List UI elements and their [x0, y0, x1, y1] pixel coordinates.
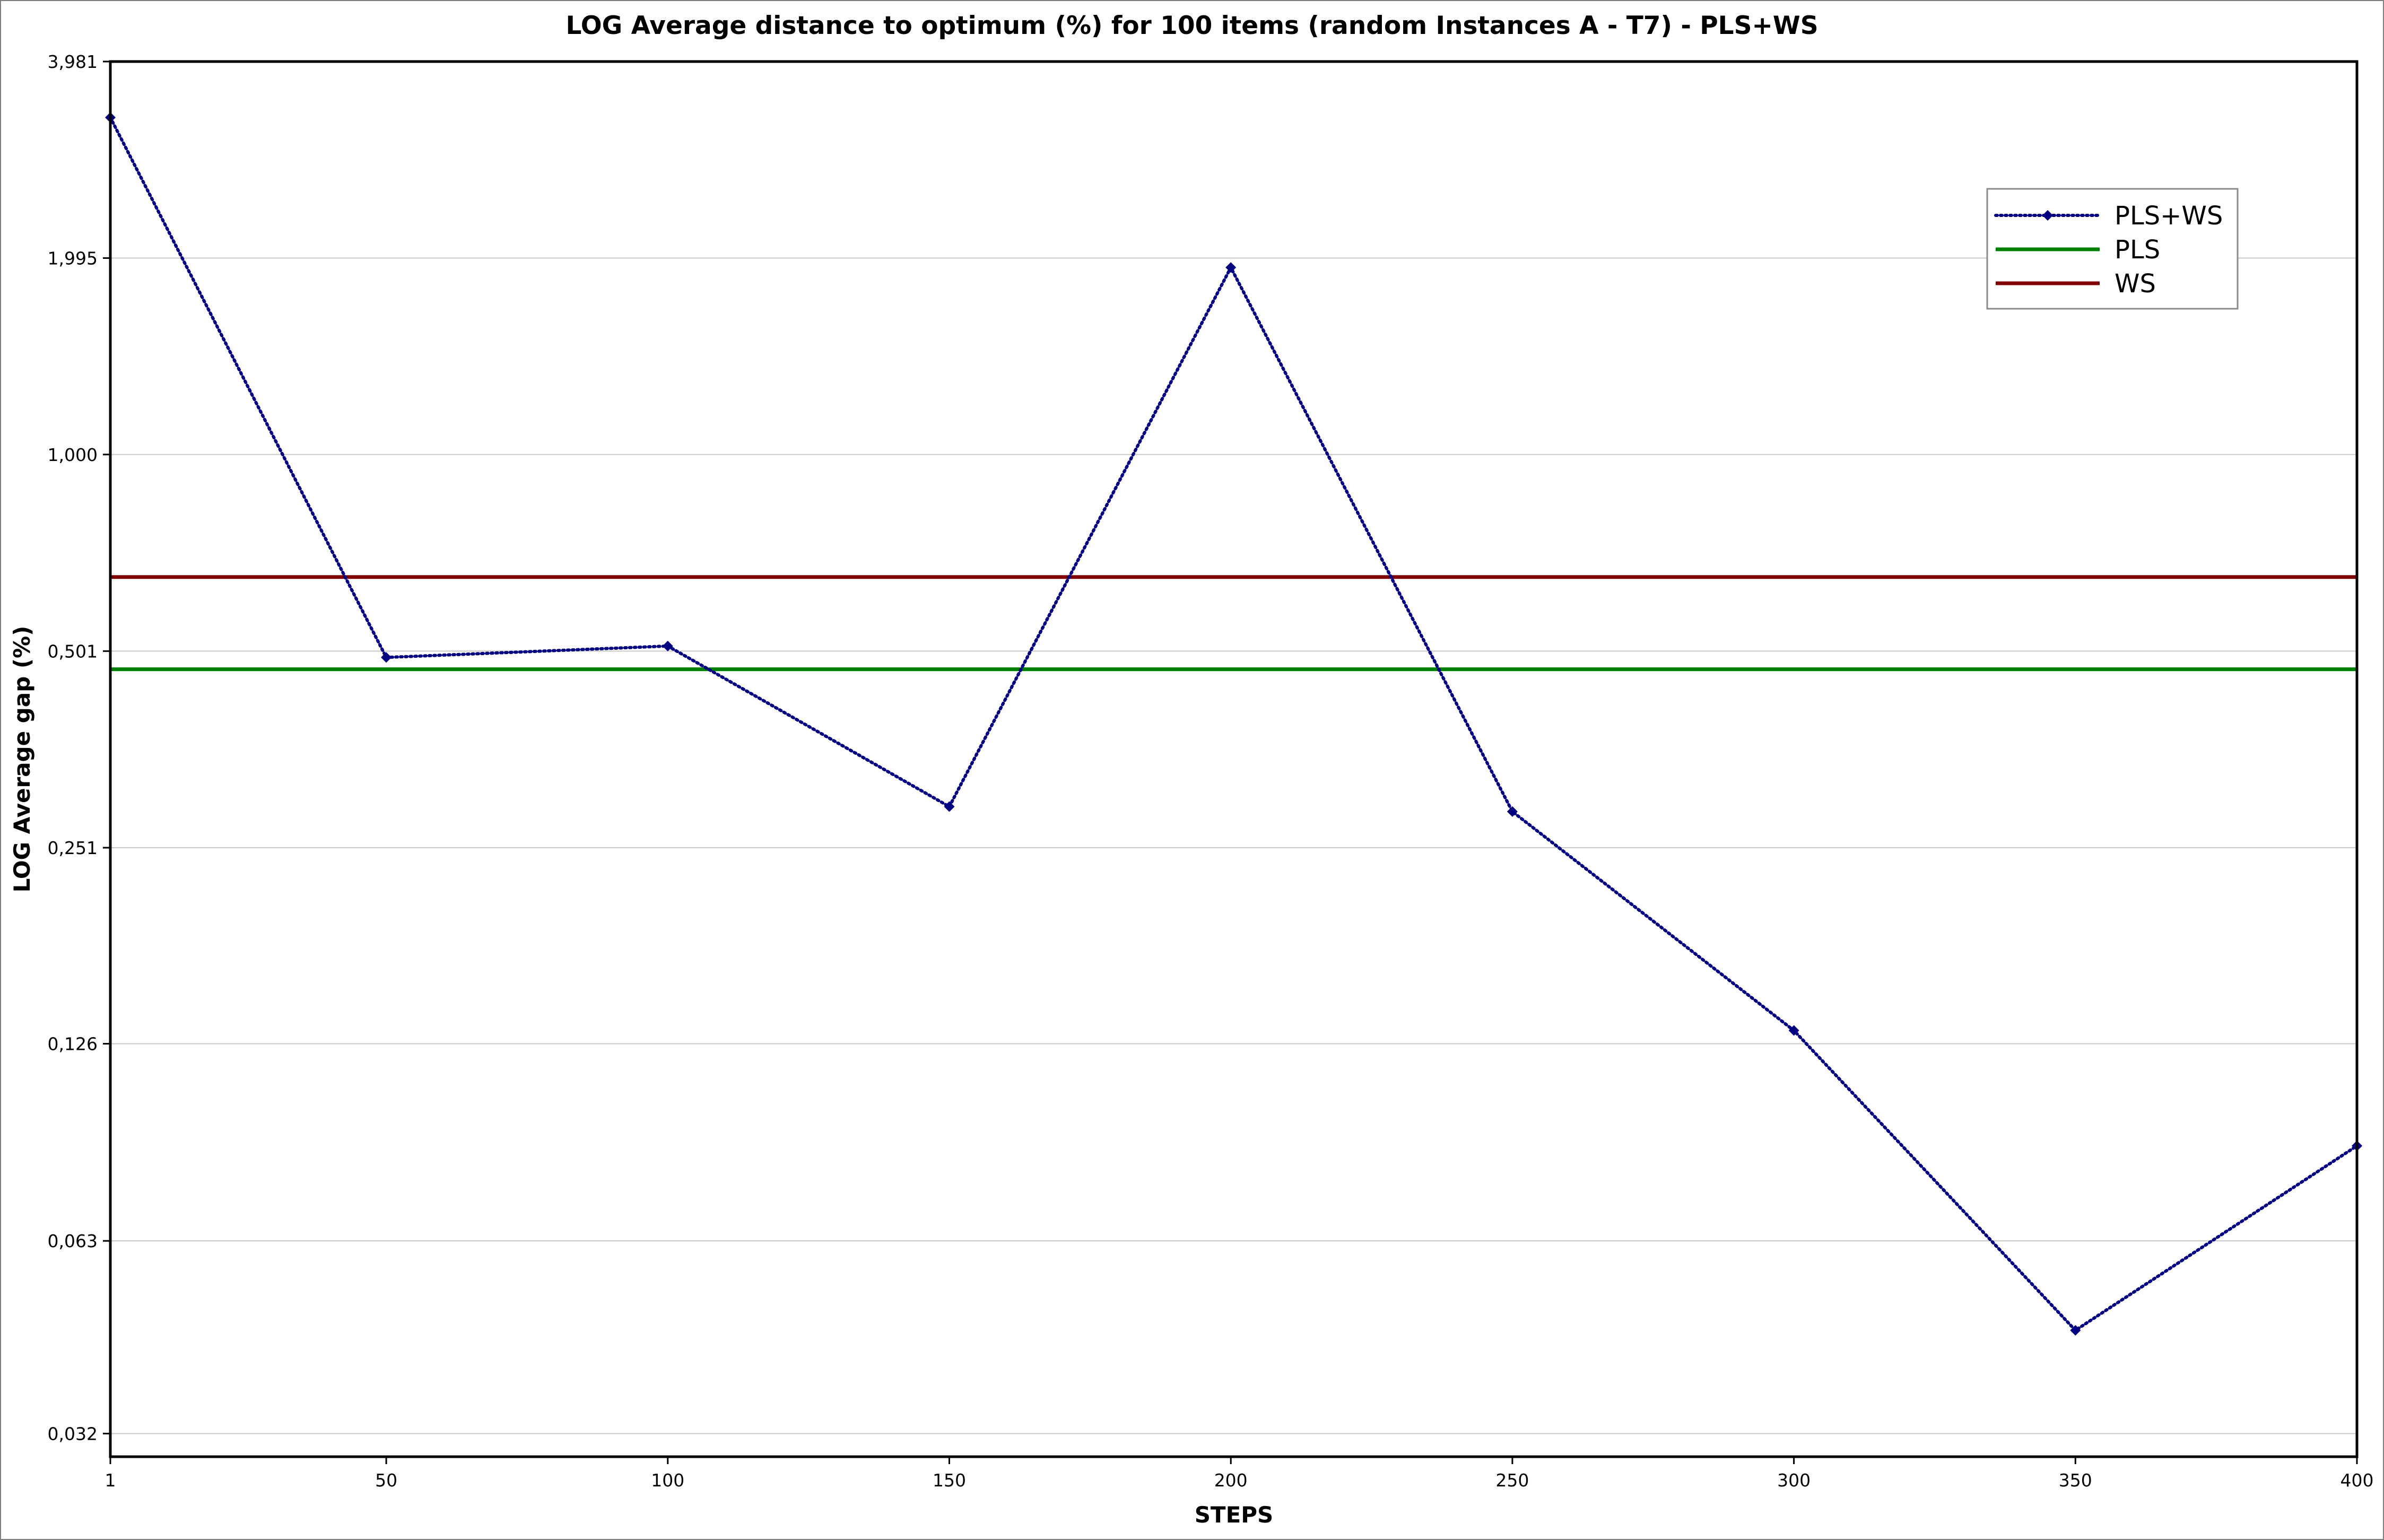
x-tick-label: 100 — [651, 1470, 684, 1491]
data-point-marker — [1507, 806, 1518, 817]
y-axis-label: LOG Average gap (%) — [9, 626, 35, 893]
y-tick-label: 0,032 — [48, 1423, 98, 1444]
legend-label: WS — [2115, 269, 2156, 299]
data-point-marker — [381, 652, 392, 663]
y-axis-ticks: 0,032 0,063 0,126 0,251 0,501 1,000 1,995 3,981 — [48, 51, 110, 1444]
data-point-marker — [944, 801, 955, 812]
chart-title: LOG Average distance to optimum (%) for … — [565, 11, 1818, 40]
y-tick-label: 0,501 — [48, 641, 98, 662]
x-tick-label: 300 — [1777, 1470, 1811, 1491]
legend-label: PLS+WS — [2115, 201, 2223, 231]
plot-area-border — [109, 60, 2359, 1458]
y-tick-label: 0,126 — [48, 1033, 98, 1054]
grid-lines — [110, 61, 2357, 1434]
legend: PLS+WS PLS WS — [1986, 188, 2239, 310]
data-point-marker — [2070, 1325, 2081, 1336]
x-tick-label: 150 — [933, 1470, 966, 1491]
series-layer — [105, 112, 2362, 1336]
x-axis-label: STEPS — [1195, 1502, 1274, 1528]
y-tick-label: 1,000 — [48, 445, 98, 465]
data-point-marker — [1788, 1025, 1799, 1036]
x-tick-label: 350 — [2059, 1470, 2092, 1491]
y-tick-label: 0,251 — [48, 838, 98, 858]
x-tick-label: 250 — [1495, 1470, 1529, 1491]
y-tick-label: 3,981 — [48, 51, 98, 72]
x-tick-label: 400 — [2341, 1470, 2374, 1491]
x-tick-label: 50 — [375, 1470, 397, 1491]
x-tick-label: 1 — [105, 1470, 116, 1491]
data-point-marker — [1225, 262, 1237, 273]
x-tick-label: 200 — [1214, 1470, 1248, 1491]
legend-label: PLS — [2115, 235, 2160, 265]
x-axis-ticks: 1 50 100 150 200 250 300 350 400 — [105, 1457, 2374, 1491]
data-point-marker — [662, 640, 673, 651]
legend-marker — [2042, 210, 2053, 221]
y-tick-label: 1,995 — [48, 248, 98, 268]
y-tick-label: 0,063 — [48, 1231, 98, 1251]
